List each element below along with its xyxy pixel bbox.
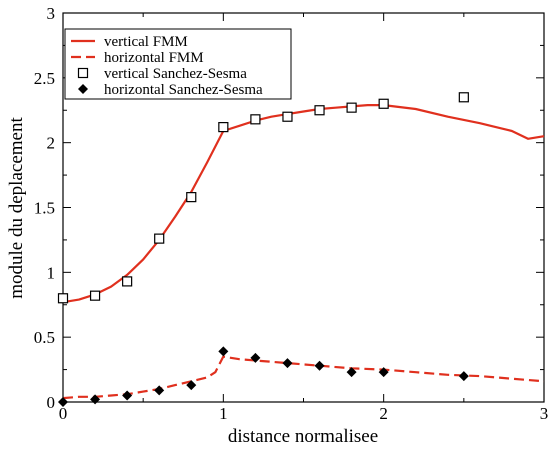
- data-point-diamond: [186, 380, 197, 391]
- data-point-diamond: [122, 390, 133, 401]
- series-vertical-sanchez-sesma: [57, 92, 469, 304]
- data-point-diamond: [458, 371, 469, 382]
- data-point-square: [314, 105, 325, 116]
- series-vertical-fmm: [62, 104, 545, 304]
- ticks-layer: 0 1 2 3 0 0.5 1 1.5 2 2.5 3: [34, 4, 548, 423]
- data-point-square: [282, 111, 293, 122]
- data-point-diamond: [346, 367, 357, 378]
- y-tick-label: 0: [47, 393, 56, 412]
- data-point-diamond: [314, 360, 325, 371]
- data-point-diamond: [218, 346, 229, 357]
- data-point-square: [154, 233, 165, 244]
- data-point-square: [218, 122, 229, 133]
- series-horizontal-sanchez-sesma: [58, 346, 469, 407]
- y-tick-label: 1: [47, 263, 56, 282]
- data-point-diamond: [90, 394, 101, 405]
- legend-key-square: [77, 67, 89, 79]
- legend-box: [64, 28, 292, 100]
- series-horizontal-fmm: [62, 355, 545, 400]
- series-layer: [57, 92, 545, 407]
- data-point-square: [250, 114, 261, 125]
- data-point-square: [458, 92, 469, 103]
- data-point-diamond: [282, 358, 293, 369]
- y-tick-label: 2: [47, 134, 56, 153]
- legend-label: vertical FMM: [104, 34, 188, 50]
- data-point-square: [346, 102, 357, 113]
- x-tick-label: 2: [379, 404, 388, 423]
- data-point-square: [378, 98, 389, 109]
- legend-key-diamond: [78, 84, 88, 94]
- x-tick-label: 0: [59, 404, 68, 423]
- data-point-square: [89, 290, 101, 301]
- legend-label: vertical Sanchez-Sesma: [104, 66, 247, 82]
- x-tick-label: 1: [219, 404, 228, 423]
- legend-label: horizontal Sanchez-Sesma: [104, 82, 263, 98]
- x-tick-label: 3: [540, 404, 548, 423]
- series-line: [62, 355, 545, 400]
- y-tick-label: 1.5: [34, 199, 55, 218]
- data-point-square: [122, 276, 133, 287]
- data-point-diamond: [154, 385, 165, 396]
- y-tick-label: 0.5: [34, 328, 55, 347]
- data-point-diamond: [250, 352, 261, 363]
- legend-label: horizontal FMM: [104, 50, 204, 66]
- data-point-square: [57, 293, 69, 304]
- y-tick-label: 2.5: [34, 69, 55, 88]
- x-axis-label: distance normalisee: [228, 426, 378, 447]
- data-point-diamond: [378, 367, 389, 378]
- series-line: [62, 104, 545, 304]
- y-tick-label: 3: [47, 4, 56, 23]
- data-point-square: [186, 192, 197, 203]
- y-axis-label: module du deplacement: [6, 117, 27, 299]
